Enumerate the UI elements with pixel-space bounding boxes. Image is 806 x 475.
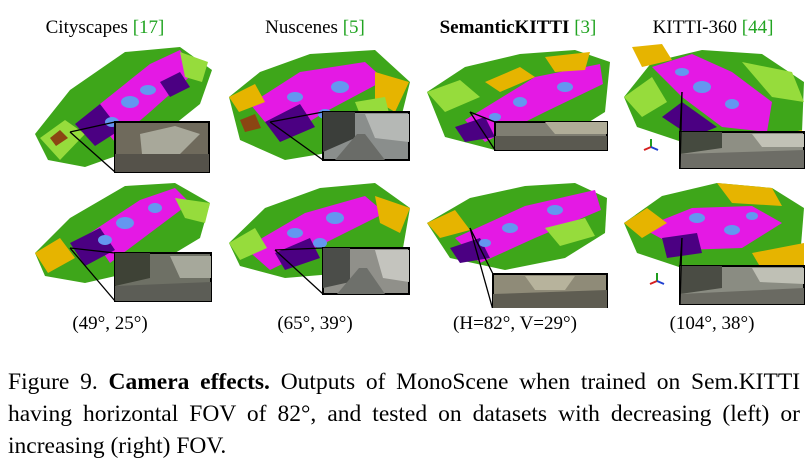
column-header-nuscenes: Nuscenes [5] — [225, 14, 405, 42]
caption-text: Outputs of MonoScene when trained on Sem… — [8, 369, 801, 459]
citation-ref: [44] — [741, 17, 774, 38]
dataset-name: Cityscapes — [45, 17, 128, 38]
scene-cityscapes-top — [30, 42, 220, 174]
figure-caption: Figure 9. Camera effects. Outputs of Mon… — [8, 366, 800, 462]
axes-icon — [648, 272, 666, 291]
fov-label-nuscenes: (65°, 39°) — [277, 313, 353, 334]
column-header-cityscapes: Cityscapes [17] — [15, 14, 195, 42]
caption-label: Figure 9. — [8, 369, 98, 395]
dataset-name: Nuscenes — [265, 17, 338, 38]
dataset-name: SemanticKITTI — [439, 17, 570, 38]
scene-kitti360-top — [622, 42, 806, 174]
fov-label-semantickitti: (H=82°, V=29°) — [453, 313, 577, 334]
column-header-semantickitti: SemanticKITTI [3] — [413, 14, 623, 42]
scene-nuscenes-bottom — [225, 178, 415, 308]
scene-kitti360-bottom — [622, 178, 806, 308]
citation-ref: [5] — [342, 17, 365, 38]
fov-label-kitti360: (104°, 38°) — [669, 313, 755, 334]
citation-ref: [3] — [574, 17, 597, 38]
scene-semantickitti-top — [425, 42, 615, 174]
citation-ref: [17] — [132, 17, 165, 38]
fov-label-cityscapes: (49°, 25°) — [72, 313, 148, 334]
dataset-name: KITTI-360 — [652, 17, 737, 38]
axes-icon — [642, 138, 660, 157]
scene-semantickitti-bottom — [425, 178, 615, 308]
caption-title: Camera effects. — [108, 369, 270, 395]
scene-cityscapes-bottom — [30, 178, 220, 308]
scene-nuscenes-top — [225, 42, 415, 174]
column-header-kitti360: KITTI-360 [44] — [627, 14, 799, 42]
